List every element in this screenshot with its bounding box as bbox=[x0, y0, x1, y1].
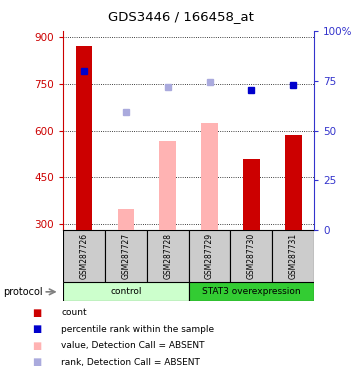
Bar bbox=[63, 230, 105, 282]
Text: value, Detection Call = ABSENT: value, Detection Call = ABSENT bbox=[61, 341, 205, 351]
Bar bbox=[105, 230, 147, 282]
Bar bbox=[201, 123, 218, 230]
Bar bbox=[230, 230, 272, 282]
Bar bbox=[285, 135, 301, 230]
Text: percentile rank within the sample: percentile rank within the sample bbox=[61, 325, 214, 334]
Text: ■: ■ bbox=[32, 358, 42, 367]
Text: ■: ■ bbox=[32, 308, 42, 318]
Text: count: count bbox=[61, 308, 87, 318]
Text: GDS3446 / 166458_at: GDS3446 / 166458_at bbox=[108, 10, 253, 23]
Text: STAT3 overexpression: STAT3 overexpression bbox=[202, 287, 301, 296]
Text: ■: ■ bbox=[32, 341, 42, 351]
Text: ■: ■ bbox=[32, 324, 42, 334]
Bar bbox=[147, 230, 188, 282]
Text: GSM287729: GSM287729 bbox=[205, 233, 214, 280]
Text: GSM287731: GSM287731 bbox=[289, 233, 298, 280]
Bar bbox=[188, 230, 230, 282]
Text: control: control bbox=[110, 287, 142, 296]
Bar bbox=[243, 159, 260, 230]
Text: rank, Detection Call = ABSENT: rank, Detection Call = ABSENT bbox=[61, 358, 200, 367]
Text: protocol: protocol bbox=[4, 287, 43, 297]
Bar bbox=[272, 230, 314, 282]
Bar bbox=[63, 282, 188, 301]
Bar bbox=[118, 209, 134, 230]
Bar bbox=[76, 46, 92, 230]
Text: GSM287727: GSM287727 bbox=[121, 233, 130, 280]
Text: GSM287730: GSM287730 bbox=[247, 233, 256, 280]
Text: GSM287726: GSM287726 bbox=[79, 233, 88, 280]
Bar bbox=[188, 282, 314, 301]
Text: GSM287728: GSM287728 bbox=[163, 233, 172, 279]
Bar bbox=[159, 141, 176, 230]
